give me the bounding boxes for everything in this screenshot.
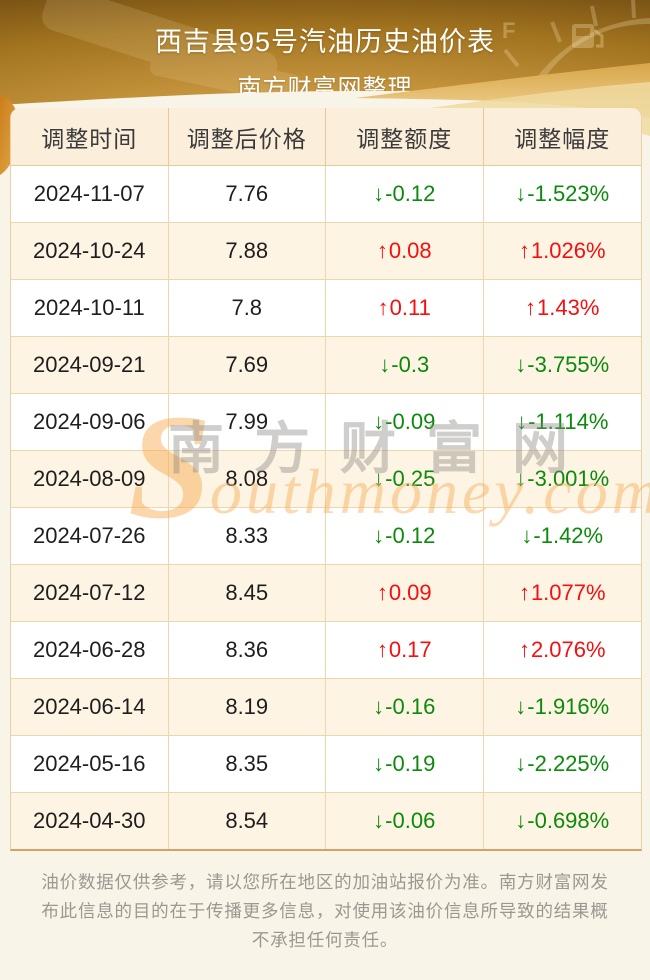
- cell-change-percent: ↓ -3.001%: [515, 466, 610, 491]
- cell-change-amount: ↓ -0.3: [326, 337, 484, 393]
- trend-arrow-icon: ↑: [376, 580, 388, 605]
- table-row: 2024-11-07 7.76 ↓ -0.12 ↓ -1.523%: [11, 166, 641, 223]
- trend-arrow-icon: ↑: [376, 637, 388, 662]
- col-header-price-after: 调整后价格: [169, 108, 326, 165]
- trend-arrow-icon: ↓: [373, 751, 385, 776]
- cell-change-amount: ↓ -0.12: [326, 508, 484, 564]
- cell-price: 8.54: [169, 793, 326, 849]
- header-banner: F 西吉县95号汽油历史油价表 南方财富网整理: [0, 0, 650, 104]
- cell-change-amount: ↓ -0.09: [326, 394, 484, 450]
- trend-arrow-icon: ↓: [521, 523, 533, 548]
- table-row: 2024-10-24 7.88 ↑ 0.08 ↑ 1.026%: [11, 223, 641, 280]
- cell-date: 2024-06-14: [11, 679, 169, 735]
- cell-change-percent: ↑ 1.077%: [518, 580, 606, 605]
- cell-change-percent: ↑ 1.43%: [525, 295, 600, 320]
- trend-arrow-icon: ↓: [516, 409, 528, 434]
- trend-arrow-icon: ↓: [515, 751, 527, 776]
- cell-change-percent: ↑ 1.026%: [518, 238, 606, 263]
- trend-arrow-icon: ↑: [518, 637, 530, 662]
- trend-arrow-icon: ↑: [525, 295, 537, 320]
- trend-arrow-icon: ↓: [379, 352, 391, 377]
- cell-date: 2024-10-11: [11, 280, 169, 336]
- cell-change-amount: ↓ -0.25: [326, 451, 484, 507]
- cell-change-percent: ↑ 2.076%: [518, 637, 606, 662]
- cell-change-amount: ↑ 0.17: [326, 622, 484, 678]
- table-row: 2024-07-12 8.45 ↑ 0.09 ↑ 1.077%: [11, 565, 641, 622]
- table-row: 2024-07-26 8.33 ↓ -0.12 ↓ -1.42%: [11, 508, 641, 565]
- cell-price: 8.08: [169, 451, 326, 507]
- table-row: 2024-09-06 7.99 ↓ -0.09 ↓ -1.114%: [11, 394, 641, 451]
- cell-date: 2024-07-12: [11, 565, 169, 621]
- cell-price: 7.8: [169, 280, 326, 336]
- cell-change-amount: ↑ 0.11: [326, 280, 484, 336]
- price-table: 调整时间 调整后价格 调整额度 调整幅度 2024-11-07 7.76 ↓ -0…: [10, 108, 642, 851]
- trend-arrow-icon: ↓: [373, 808, 385, 833]
- col-header-adjust-time: 调整时间: [11, 108, 169, 165]
- svg-text:F: F: [502, 18, 515, 43]
- cell-date: 2024-06-28: [11, 622, 169, 678]
- col-header-change-amount: 调整额度: [326, 108, 484, 165]
- cell-change-amount: ↑ 0.08: [326, 223, 484, 279]
- page-subtitle: 南方财富网整理: [237, 75, 413, 102]
- cell-date: 2024-08-09: [11, 451, 169, 507]
- trend-arrow-icon: ↓: [373, 409, 385, 434]
- cell-change-amount: ↓ -0.19: [326, 736, 484, 792]
- cell-change-amount: ↓ -0.06: [326, 793, 484, 849]
- cell-price: 8.45: [169, 565, 326, 621]
- table-row: 2024-06-14 8.19 ↓ -0.16 ↓ -1.916%: [11, 679, 641, 736]
- cell-price: 7.69: [169, 337, 326, 393]
- cell-date: 2024-09-21: [11, 337, 169, 393]
- cell-change-amount: ↓ -0.16: [326, 679, 484, 735]
- cell-date: 2024-09-06: [11, 394, 169, 450]
- table-row: 2024-08-09 8.08 ↓ -0.25 ↓ -3.001%: [11, 451, 641, 508]
- cell-change-percent: ↓ -2.225%: [515, 751, 610, 776]
- cell-price: 8.35: [169, 736, 326, 792]
- table-row: 2024-10-11 7.8 ↑ 0.11 ↑ 1.43%: [11, 280, 641, 337]
- cell-price: 8.19: [169, 679, 326, 735]
- cell-date: 2024-11-07: [11, 166, 169, 222]
- trend-arrow-icon: ↑: [377, 295, 389, 320]
- cell-price: 7.76: [169, 166, 326, 222]
- table-row: 2024-09-21 7.69 ↓ -0.3 ↓ -3.755%: [11, 337, 641, 394]
- trend-arrow-icon: ↑: [518, 580, 530, 605]
- trend-arrow-icon: ↓: [515, 466, 527, 491]
- disclaimer-text: 油价数据仅供参考，请以您所在地区的加油站报价为准。南方财富网发布此信息的目的在于…: [41, 872, 609, 950]
- cell-change-percent: ↓ -1.523%: [515, 181, 610, 206]
- trend-arrow-icon: ↓: [515, 181, 527, 206]
- cell-price: 8.36: [169, 622, 326, 678]
- trend-arrow-icon: ↓: [373, 181, 385, 206]
- cell-price: 7.99: [169, 394, 326, 450]
- table-row: 2024-05-16 8.35 ↓ -0.19 ↓ -2.225%: [11, 736, 641, 793]
- trend-arrow-icon: ↓: [515, 352, 527, 377]
- table-body: 2024-11-07 7.76 ↓ -0.12 ↓ -1.523% 2024-10-…: [11, 166, 641, 849]
- cell-price: 7.88: [169, 223, 326, 279]
- cell-price: 8.33: [169, 508, 326, 564]
- trend-arrow-icon: ↓: [373, 523, 385, 548]
- cell-date: 2024-10-24: [11, 223, 169, 279]
- cell-date: 2024-04-30: [11, 793, 169, 849]
- trend-arrow-icon: ↓: [515, 808, 527, 833]
- cell-date: 2024-07-26: [11, 508, 169, 564]
- table-row: 2024-04-30 8.54 ↓ -0.06 ↓ -0.698%: [11, 793, 641, 849]
- cell-change-percent: ↓ -1.114%: [516, 409, 609, 434]
- cell-date: 2024-05-16: [11, 736, 169, 792]
- cell-change-amount: ↑ 0.09: [326, 565, 484, 621]
- col-header-change-percent: 调整幅度: [514, 125, 611, 152]
- cell-change-percent: ↓ -0.698%: [515, 808, 610, 833]
- cell-change-percent: ↓ -1.42%: [521, 523, 604, 548]
- cell-change-amount: ↓ -0.12: [326, 166, 484, 222]
- page-title: 西吉县95号汽油历史油价表: [154, 27, 496, 57]
- table-row: 2024-06-28 8.36 ↑ 0.17 ↑ 2.076%: [11, 622, 641, 679]
- table-header-row: 调整时间 调整后价格 调整额度 调整幅度: [11, 108, 641, 166]
- cell-change-percent: ↓ -1.916%: [515, 694, 610, 719]
- trend-arrow-icon: ↓: [373, 694, 385, 719]
- trend-arrow-icon: ↑: [376, 238, 388, 263]
- trend-arrow-icon: ↑: [518, 238, 530, 263]
- trend-arrow-icon: ↓: [515, 694, 527, 719]
- trend-arrow-icon: ↓: [373, 466, 385, 491]
- cell-change-percent: ↓ -3.755%: [515, 352, 610, 377]
